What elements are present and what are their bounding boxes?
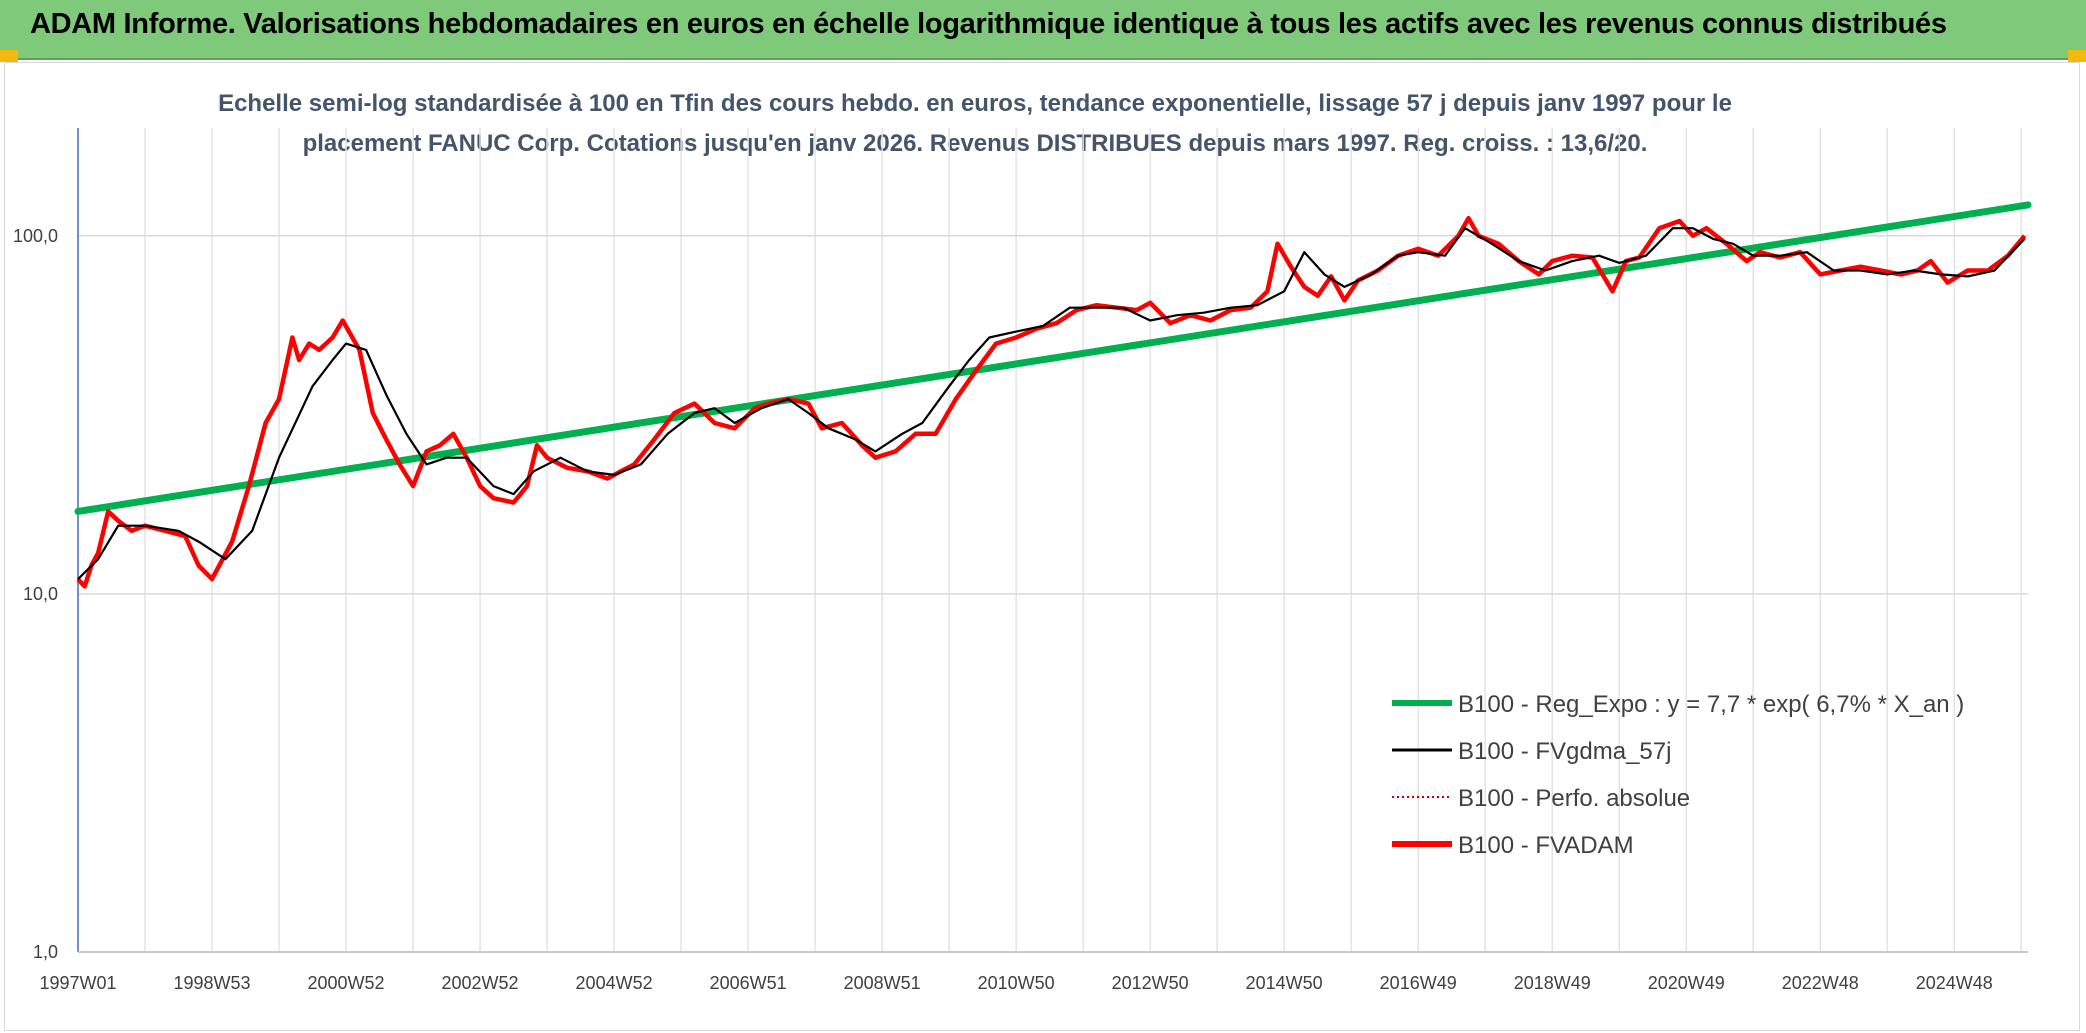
legend-label: B100 - Reg_Expo : y = 7,7 * exp( 6,7% * … <box>1458 691 1964 718</box>
report-banner: ADAM Informe. Valorisations hebdomadaire… <box>0 0 2086 60</box>
y-tick-label: 10,0 <box>23 584 58 604</box>
series-line-fvgdma <box>77 227 2026 580</box>
legend-label: B100 - Perfo. absolue <box>1458 785 1690 812</box>
chart-subtitle-line-1: Echelle semi-log standardisée à 100 en T… <box>218 90 1732 117</box>
x-tick-label: 2018W49 <box>1514 973 1591 993</box>
chart-subtitle: Echelle semi-log standardisée à 100 en T… <box>200 84 1750 164</box>
x-tick-label: 2012W50 <box>1112 973 1189 993</box>
x-tick-label: 1997W01 <box>39 973 116 993</box>
x-tick-label: 2016W49 <box>1380 973 1457 993</box>
x-tick-label: 2000W52 <box>308 973 385 993</box>
report-title: ADAM Informe. Valorisations hebdomadaire… <box>30 8 1947 40</box>
x-tick-label: 2004W52 <box>576 973 653 993</box>
x-tick-label: 2008W51 <box>844 973 921 993</box>
legend-label: B100 - FVgdma_57j <box>1458 738 1671 765</box>
legend-label: B100 - FVADAM <box>1458 832 1634 859</box>
series-line-fvadam <box>76 215 2027 589</box>
x-tick-label: 2010W50 <box>978 973 1055 993</box>
corner-marker-right <box>2068 50 2086 62</box>
chart-area <box>4 62 2080 1031</box>
y-tick-label: 100,0 <box>13 226 58 246</box>
chart-subtitle-line-2: placement FANUC Corp. Cotations jusqu'en… <box>302 130 1648 157</box>
series-line-regression <box>74 201 2032 515</box>
x-tick-label: 2006W51 <box>710 973 787 993</box>
x-tick-label: 2020W49 <box>1648 973 1725 993</box>
corner-marker-left <box>0 50 18 62</box>
y-tick-label: 1,0 <box>33 942 58 962</box>
x-tick-label: 2022W48 <box>1782 973 1859 993</box>
x-tick-label: 2024W48 <box>1916 973 1993 993</box>
x-tick-label: 1998W53 <box>173 973 250 993</box>
x-tick-label: 2014W50 <box>1246 973 1323 993</box>
x-tick-label: 2002W52 <box>442 973 519 993</box>
